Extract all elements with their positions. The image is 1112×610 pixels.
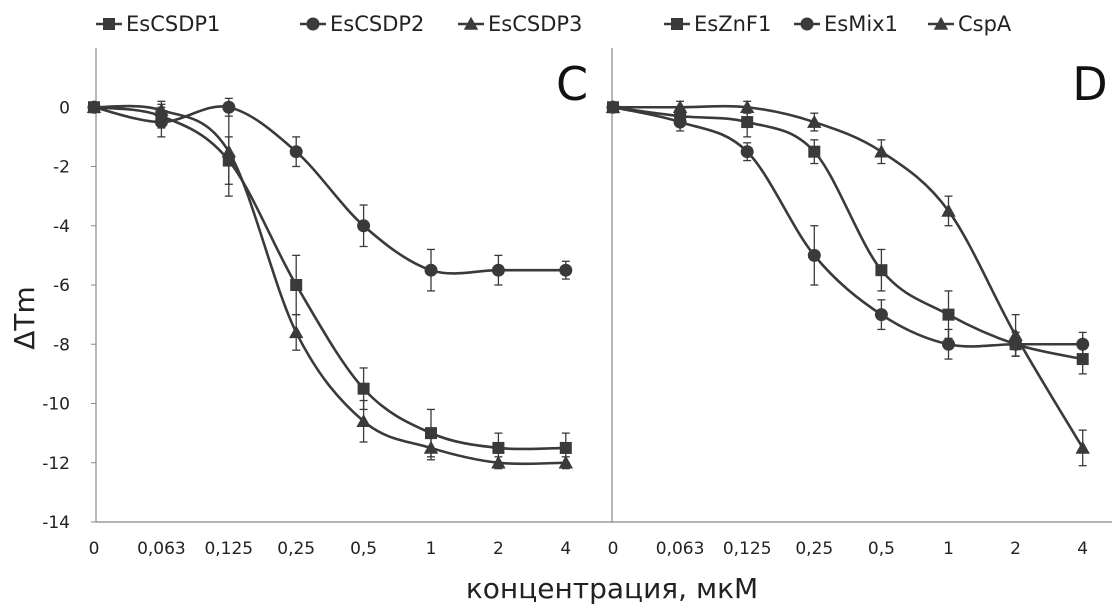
legend-marker-CspA bbox=[933, 16, 949, 30]
series-EsCSDP3-point-6 bbox=[491, 455, 506, 469]
series-EsZnF1-point-5 bbox=[942, 308, 955, 321]
series-CspA-point-7 bbox=[1075, 440, 1090, 454]
series-EsZnF1-point-3 bbox=[808, 145, 821, 158]
panel-D-x-tick-3: 0,25 bbox=[795, 539, 833, 559]
panel-C-x-tick-6: 2 bbox=[493, 539, 504, 559]
legend-label-EsZnF1: EsZnF1 bbox=[694, 12, 771, 36]
legend-entry-CspA: CspA bbox=[928, 12, 1012, 36]
series-EsMix1-point-4 bbox=[874, 308, 888, 322]
series-EsCSDP2-point-7 bbox=[559, 263, 573, 277]
series-EsCSDP1 bbox=[88, 101, 572, 464]
series-EsZnF1-point-2 bbox=[741, 116, 754, 129]
legend-marker-EsMix1 bbox=[800, 17, 814, 31]
panel-C-x-tick-1: 0,063 bbox=[137, 539, 186, 559]
series-CspA-point-6 bbox=[1008, 328, 1023, 342]
legend-label-EsMix1: EsMix1 bbox=[824, 12, 898, 36]
legend-marker-EsCSDP2 bbox=[306, 17, 320, 31]
series-EsZnF1-point-4 bbox=[875, 264, 888, 277]
series-EsCSDP1-point-7 bbox=[559, 441, 572, 454]
y-tick-label-0: 0 bbox=[59, 98, 70, 118]
series-CspA-point-1 bbox=[672, 100, 688, 114]
legend: EsCSDP1 EsCSDP2 EsCSDP3 EsZnF1 EsMix1 CspA bbox=[96, 12, 1012, 36]
series-EsCSDP3 bbox=[86, 100, 573, 470]
series-EsCSDP3-point-4 bbox=[356, 414, 371, 428]
panel-D-x-tick-7: 4 bbox=[1077, 539, 1088, 559]
series-EsCSDP2-point-4 bbox=[357, 219, 371, 233]
series-EsCSDP1-point-3 bbox=[290, 279, 303, 291]
legend-label-EsCSDP3: EsCSDP3 bbox=[488, 12, 582, 36]
series-CspA-point-4 bbox=[874, 144, 889, 158]
series-EsCSDP3-point-3 bbox=[289, 325, 304, 339]
series-EsCSDP3-point-2 bbox=[221, 144, 236, 158]
panel-C-x-tick-3: 0,25 bbox=[277, 539, 315, 559]
series-EsCSDP2-point-3 bbox=[289, 145, 303, 159]
panel-D-x-tick-6: 2 bbox=[1010, 539, 1021, 559]
legend-entry-EsCSDP1: EsCSDP1 bbox=[96, 12, 220, 36]
y-tick-label--2: -2 bbox=[53, 158, 70, 178]
series-EsCSDP2-point-6 bbox=[491, 263, 505, 277]
series-EsCSDP2-point-5 bbox=[424, 263, 438, 277]
series-EsMix1 bbox=[606, 100, 1090, 360]
series-EsCSDP3-line bbox=[93, 104, 566, 466]
y-tick-label--6: -6 bbox=[53, 276, 70, 296]
series-EsCSDP2 bbox=[87, 97, 573, 292]
legend-entry-EsCSDP2: EsCSDP2 bbox=[300, 12, 424, 36]
series-layer bbox=[86, 97, 1090, 470]
series-EsCSDP3-point-5 bbox=[423, 440, 439, 454]
y-tick-label--12: -12 bbox=[42, 454, 70, 474]
series-EsZnF1-line bbox=[612, 105, 1083, 361]
panel-D-x-tick-1: 0,063 bbox=[656, 539, 705, 559]
series-EsMix1-point-2 bbox=[740, 145, 754, 159]
panel-label-C: C bbox=[556, 57, 588, 111]
series-EsCSDP1-line bbox=[93, 105, 566, 451]
x-axis-label: концентрация, мкМ bbox=[466, 572, 758, 605]
panel-D-x-tick-5: 1 bbox=[943, 539, 954, 559]
series-CspA-point-0 bbox=[605, 100, 621, 114]
legend-marker-EsCSDP3 bbox=[463, 16, 479, 30]
series-EsCSDP3-point-7 bbox=[558, 455, 573, 469]
series-EsMix1-point-5 bbox=[942, 337, 955, 351]
series-EsMix1-line bbox=[612, 105, 1083, 348]
legend-label-EsCSDP2: EsCSDP2 bbox=[330, 12, 424, 36]
y-axis-label: ΔTm bbox=[8, 286, 41, 350]
series-EsMix1-point-3 bbox=[807, 248, 821, 262]
panel-C-x-tick-2: 0,125 bbox=[204, 539, 253, 559]
series-EsCSDP2-line bbox=[93, 105, 566, 275]
y-tick-label--4: -4 bbox=[53, 217, 70, 237]
axes: 0 -2 -4 -6 -8 -10 -12 -14 0 0,063 0,125 0,25 0,5 1 2 4 C… bbox=[42, 48, 1112, 559]
panel-D-x-tick-2: 0,125 bbox=[723, 539, 772, 559]
series-EsCSDP3-point-1 bbox=[154, 103, 169, 116]
series-EsCSDP3-point-0 bbox=[86, 100, 102, 114]
panel-C-x-tick-5: 1 bbox=[426, 539, 437, 559]
legend-entry-EsZnF1: EsZnF1 bbox=[664, 12, 771, 36]
panel-C-x-tick-7: 4 bbox=[560, 539, 571, 559]
series-CspA-line bbox=[612, 104, 1084, 449]
panel-C-x-tick-4: 0,5 bbox=[350, 539, 377, 559]
series-CspA-point-5 bbox=[941, 203, 956, 217]
series-CspA-point-2 bbox=[740, 100, 755, 114]
legend-label-CspA: CspA bbox=[958, 12, 1012, 36]
series-CspA bbox=[605, 100, 1090, 467]
panel-D-x-tick-4: 0,5 bbox=[868, 539, 895, 559]
series-EsCSDP1-point-6 bbox=[492, 441, 505, 454]
panel-D-x-tick-0: 0 bbox=[608, 539, 619, 559]
legend-marker-EsCSDP1 bbox=[103, 18, 115, 30]
panel-C-x-tick-0: 0 bbox=[89, 539, 100, 559]
series-CspA-point-3 bbox=[807, 114, 822, 128]
y-tick-label--8: -8 bbox=[53, 335, 70, 355]
panel-label-D: D bbox=[1072, 57, 1107, 111]
y-tick-label--10: -10 bbox=[42, 395, 70, 415]
legend-label-EsCSDP1: EsCSDP1 bbox=[126, 12, 220, 36]
series-EsMix1-point-1 bbox=[673, 115, 687, 129]
y-tick-label--14: -14 bbox=[42, 513, 70, 533]
series-EsMix1-point-7 bbox=[1076, 337, 1090, 351]
legend-entry-EsMix1: EsMix1 bbox=[794, 12, 898, 36]
series-EsCSDP1-point-4 bbox=[357, 382, 370, 395]
legend-entry-EsCSDP3: EsCSDP3 bbox=[458, 12, 582, 36]
legend-marker-EsZnF1 bbox=[671, 18, 683, 30]
